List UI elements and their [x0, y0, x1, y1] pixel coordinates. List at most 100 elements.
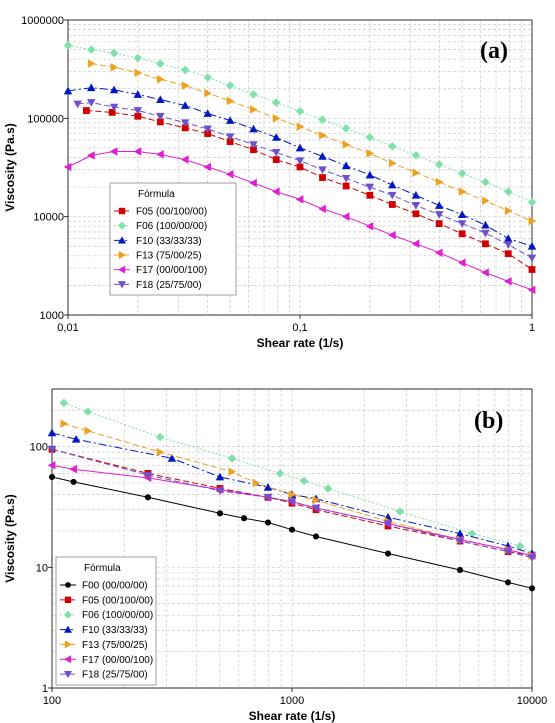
x-tick-label: 1000	[280, 695, 304, 707]
data-point	[275, 469, 285, 478]
data-point	[108, 108, 116, 116]
data-point	[481, 177, 490, 187]
data-point	[457, 258, 466, 267]
chart-panel-1: 0,01 0,1 1 1000 10000 100000 1000000 Shear rate…	[3, 15, 537, 350]
data-point	[109, 103, 119, 112]
x-axis-title: Shear rate (1/s)	[257, 336, 344, 350]
series-7	[47, 445, 537, 562]
legend: Fórmula F00 (00/00/00) F05 (00/100/00) F06 …	[55, 556, 157, 686]
data-point	[527, 242, 537, 250]
data-point	[388, 201, 396, 208]
x-tick-label: 0,1	[292, 322, 307, 334]
series-line	[51, 476, 533, 589]
data-point	[384, 550, 392, 557]
data-point	[323, 484, 333, 493]
data-point	[83, 407, 93, 416]
data-point	[167, 454, 177, 462]
legend-label: F10 (33/33/33)	[82, 625, 148, 636]
series-line	[51, 432, 533, 554]
data-point	[225, 169, 234, 179]
series-2	[63, 41, 537, 207]
legend-marker	[118, 207, 126, 215]
data-point	[527, 285, 536, 295]
data-point	[318, 204, 326, 214]
legend-marker	[118, 251, 126, 259]
data-point	[156, 112, 165, 121]
y-tick-label: 100	[30, 442, 48, 454]
data-point	[203, 73, 212, 82]
data-point	[412, 210, 420, 218]
data-point	[341, 212, 350, 221]
series-line	[51, 448, 533, 559]
data-point	[63, 41, 73, 50]
data-point	[457, 169, 467, 178]
data-point	[215, 487, 225, 496]
data-point	[482, 240, 489, 248]
data-point	[203, 162, 212, 172]
data-point	[263, 483, 273, 491]
data-point	[287, 498, 297, 506]
data-point	[435, 220, 443, 228]
data-point	[272, 114, 281, 123]
data-point	[109, 85, 119, 94]
y-tick-label: 10	[36, 562, 48, 574]
data-point	[271, 187, 280, 196]
data-point	[215, 472, 225, 481]
data-point	[203, 109, 212, 117]
legend-title: Fórmula	[84, 563, 121, 574]
data-point	[288, 526, 296, 533]
legend-marker	[64, 640, 72, 649]
series-line	[86, 110, 533, 270]
data-point	[528, 266, 536, 273]
legend-label: F18 (25/75/00)	[136, 280, 202, 291]
data-point	[134, 112, 142, 120]
data-point	[204, 130, 212, 137]
data-point	[156, 118, 164, 126]
data-point	[456, 566, 464, 574]
data-point	[156, 59, 165, 68]
data-point	[70, 478, 77, 485]
legend-marker	[64, 610, 72, 619]
data-point	[87, 59, 96, 68]
data-point	[296, 122, 305, 132]
legend-label: F17 (00/00/100)	[82, 655, 153, 666]
legend-label: F18 (25/75/00)	[82, 670, 148, 681]
data-point	[155, 432, 165, 442]
data-point	[411, 191, 421, 199]
data-point	[504, 206, 513, 215]
x-tick-label: 100	[43, 695, 61, 707]
series-6	[73, 99, 537, 263]
data-point	[271, 98, 281, 107]
data-point	[455, 529, 465, 538]
data-point	[467, 529, 477, 538]
data-point	[455, 537, 465, 546]
series-6	[47, 461, 536, 560]
data-point	[181, 81, 190, 90]
data-point	[47, 445, 57, 454]
legend-marker	[64, 670, 72, 679]
legend-label: F00 (00/00/00)	[82, 581, 148, 592]
data-point	[383, 520, 393, 528]
data-point	[411, 202, 421, 210]
data-point	[458, 187, 467, 196]
data-point	[47, 461, 56, 470]
y-tick-label: 10000	[33, 212, 64, 224]
legend-marker	[118, 281, 126, 289]
data-point	[84, 426, 93, 436]
data-point	[252, 478, 261, 488]
data-point	[87, 99, 96, 107]
data-point	[73, 100, 82, 109]
x-axis-title: Shear rate (1/s)	[249, 709, 336, 723]
legend-marker	[64, 596, 72, 604]
data-point	[216, 510, 224, 517]
data-point	[133, 147, 142, 156]
data-point	[312, 495, 321, 505]
data-point	[181, 124, 189, 132]
legend-label: F06 (100/00/00)	[136, 221, 207, 232]
data-point	[63, 162, 72, 172]
x-tick-label: 10000	[517, 695, 548, 707]
data-point	[504, 579, 512, 586]
data-point	[434, 201, 444, 209]
data-point	[47, 428, 57, 437]
